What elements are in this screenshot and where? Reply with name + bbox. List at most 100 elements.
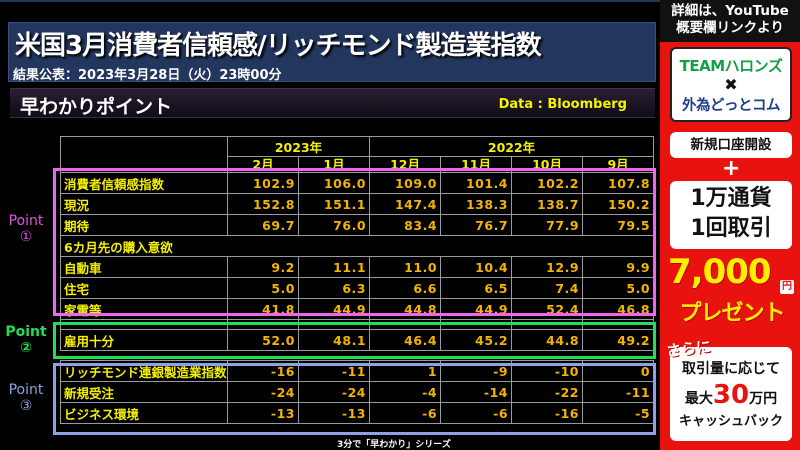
cell-value: 76.0 bbox=[297, 214, 371, 236]
row-label: 消費者信頼感指数 bbox=[60, 172, 228, 194]
row-label: 期待 bbox=[60, 214, 228, 236]
cell-value: -5 bbox=[582, 402, 655, 424]
cell-value: 109.0 bbox=[369, 172, 442, 194]
cell-value: 9.2 bbox=[227, 256, 299, 278]
series-note: 3分で「早わかり」シリーズ bbox=[337, 440, 451, 450]
month-header: 9月 bbox=[582, 156, 655, 173]
cell-value: 52.4 bbox=[511, 298, 584, 320]
cell-value: 6.5 bbox=[440, 277, 513, 299]
cell-value: 44.9 bbox=[440, 298, 513, 320]
cell-value: 44.9 bbox=[297, 298, 371, 320]
partner-team-halons: TEAMハロンズ bbox=[679, 57, 783, 75]
top-border-line bbox=[0, 0, 660, 2]
cell-value: -13 bbox=[297, 402, 371, 424]
cell-value: 106.0 bbox=[297, 172, 371, 194]
cell-value: 11.1 bbox=[297, 256, 371, 278]
table-row: ビジネス環境 -13 -13 -6 -6 -16 -5 bbox=[60, 402, 655, 424]
cell-value: 52.0 bbox=[227, 329, 299, 351]
month-header: 1月 bbox=[297, 156, 371, 173]
month-header: 11月 bbox=[440, 156, 513, 173]
cell-value: 41.8 bbox=[227, 298, 299, 320]
cell-value: -13 bbox=[227, 402, 299, 424]
cell-value: -11 bbox=[582, 381, 655, 403]
cell-value: 138.3 bbox=[440, 193, 513, 215]
cashback-suffix: 万円 bbox=[749, 391, 778, 407]
point2-label: Point ② bbox=[4, 324, 48, 356]
table-row: 消費者信頼感指数 102.9 106.0 109.0 101.4 102.2 1… bbox=[60, 172, 655, 194]
promo-sidebar: 詳細は、YouTube 概要欄リンクより TEAMハロンズ ✖ 外為どっとコム … bbox=[660, 0, 800, 450]
cell-value: 44.8 bbox=[511, 329, 584, 351]
cell-value: -6 bbox=[369, 402, 442, 424]
trade-line2: 1回取引 bbox=[690, 216, 772, 241]
section-title: 早わかりポイント bbox=[20, 96, 173, 118]
youtube-note: 詳細は、YouTube 概要欄リンクより bbox=[660, 0, 800, 42]
title-banner: 米国3月消費者信頼感/リッチモンド製造業指数 結果公表：2023年3月28日（火… bbox=[8, 22, 656, 83]
table-row: 期待 69.7 76.0 83.4 76.7 77.9 79.5 bbox=[60, 214, 655, 236]
cell-value: 9.9 bbox=[582, 256, 655, 278]
cell-value: 5.0 bbox=[227, 277, 299, 299]
point1-text: Point bbox=[8, 213, 44, 229]
section-header-bar: 早わかりポイント Data : Bloomberg bbox=[10, 88, 655, 118]
cell-value: 49.2 bbox=[582, 329, 655, 351]
cell-value: 6.3 bbox=[297, 277, 371, 299]
cell-value: 102.9 bbox=[227, 172, 299, 194]
cell-value: 0 bbox=[582, 360, 655, 382]
spacer-row bbox=[61, 351, 654, 361]
cell-value: -6 bbox=[440, 402, 513, 424]
cell-value: 152.8 bbox=[227, 193, 299, 215]
plus-icon: + bbox=[722, 156, 741, 181]
point3-number: ③ bbox=[19, 398, 33, 414]
cell-value: 151.1 bbox=[297, 193, 371, 215]
trade-line1: 1万通貨 bbox=[690, 186, 772, 211]
table-row: 住宅 5.0 6.3 6.6 6.5 7.4 5.0 bbox=[60, 277, 655, 299]
table-row: 自動車 9.2 11.1 11.0 10.4 12.9 9.9 bbox=[60, 256, 655, 278]
cell-value: 107.8 bbox=[582, 172, 655, 194]
cross-icon: ✖ bbox=[724, 75, 738, 94]
cashback-line1: 取引量に応じて bbox=[682, 361, 780, 377]
subheader-label: 6カ月先の購入意欲 bbox=[59, 235, 654, 257]
cell-value: -10 bbox=[511, 360, 584, 382]
partner-card: TEAMハロンズ ✖ 外為どっとコム bbox=[670, 47, 792, 122]
cell-value: 48.1 bbox=[297, 329, 371, 351]
spacer-row bbox=[60, 319, 655, 330]
cell-value: 138.7 bbox=[511, 193, 584, 215]
table-row: 雇用十分 52.0 48.1 46.4 45.2 44.8 49.2 bbox=[60, 329, 655, 351]
cell-value: 83.4 bbox=[369, 214, 442, 236]
row-label: ビジネス環境 bbox=[60, 402, 228, 424]
cell-value: 44.8 bbox=[369, 298, 442, 320]
year-header-2023: 2023年 bbox=[226, 136, 371, 157]
cell-value: 6.6 bbox=[369, 277, 442, 299]
cell-value: 46.4 bbox=[369, 329, 442, 351]
cell-value: -14 bbox=[440, 381, 513, 403]
youtube-note-line1: 詳細は、YouTube bbox=[671, 3, 789, 19]
cell-value: 69.7 bbox=[227, 214, 299, 236]
month-header: 12月 bbox=[369, 156, 442, 173]
promo-amount: 7,000 bbox=[668, 252, 772, 292]
indicator-table: 2023年 2022年 2月 1月 12月 11月 10月 9月 消費者信頼感指… bbox=[59, 136, 655, 424]
cell-value: 77.9 bbox=[511, 214, 584, 236]
cell-value: -9 bbox=[440, 360, 513, 382]
cell-value: 101.4 bbox=[440, 172, 513, 194]
cell-value: 102.2 bbox=[511, 172, 584, 194]
data-source: Data : Bloomberg bbox=[498, 97, 627, 112]
open-account-card: 新規口座開設 bbox=[670, 132, 792, 158]
page-title: 米国3月消費者信頼感/リッチモンド製造業指数 bbox=[15, 31, 542, 61]
year-header-2022: 2022年 bbox=[369, 136, 655, 157]
table-row: 家電等 41.8 44.9 44.8 44.9 52.4 46.8 bbox=[60, 298, 655, 320]
year-header-row: 2023年 2022年 bbox=[60, 136, 655, 173]
month-header: 10月 bbox=[511, 156, 584, 173]
cell-value: 150.2 bbox=[582, 193, 655, 215]
cell-value: 1 bbox=[369, 360, 442, 382]
cell-value: -16 bbox=[511, 402, 584, 424]
point2-text: Point bbox=[5, 324, 47, 340]
row-label: 家電等 bbox=[60, 298, 228, 320]
table-row: 現況 152.8 151.1 147.4 138.3 138.7 150.2 bbox=[60, 193, 655, 215]
row-label: 雇用十分 bbox=[60, 329, 228, 351]
cashback-amount: 30 bbox=[712, 380, 750, 410]
row-label: リッチモンド連銀製造業指数 bbox=[60, 360, 228, 382]
cashback-card: 取引量に応じて 最大30万円 キャッシュバック bbox=[670, 347, 792, 441]
row-label: 新規受注 bbox=[60, 381, 228, 403]
point2-number: ② bbox=[20, 340, 32, 356]
youtube-note-line2: 概要欄リンクより bbox=[676, 20, 784, 36]
table-row: リッチモンド連銀製造業指数 -16 -11 1 -9 -10 0 bbox=[60, 360, 655, 382]
